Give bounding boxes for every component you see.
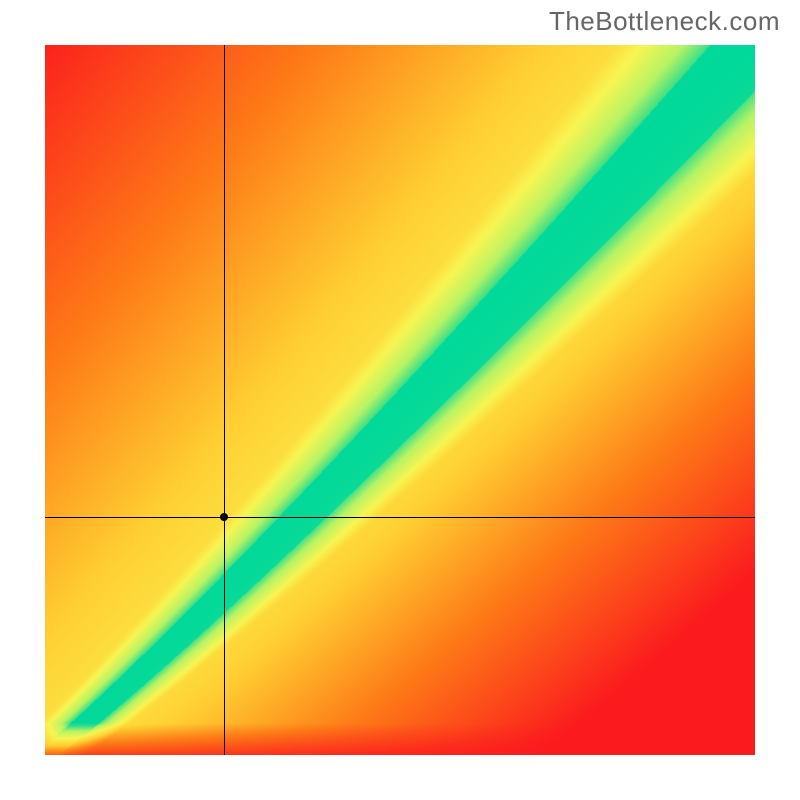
heatmap-canvas — [45, 45, 755, 755]
crosshair-vertical — [224, 45, 225, 755]
crosshair-horizontal — [45, 517, 755, 518]
attribution-text: TheBottleneck.com — [549, 6, 780, 37]
heatmap-plot — [45, 45, 755, 755]
marker-dot — [220, 513, 228, 521]
